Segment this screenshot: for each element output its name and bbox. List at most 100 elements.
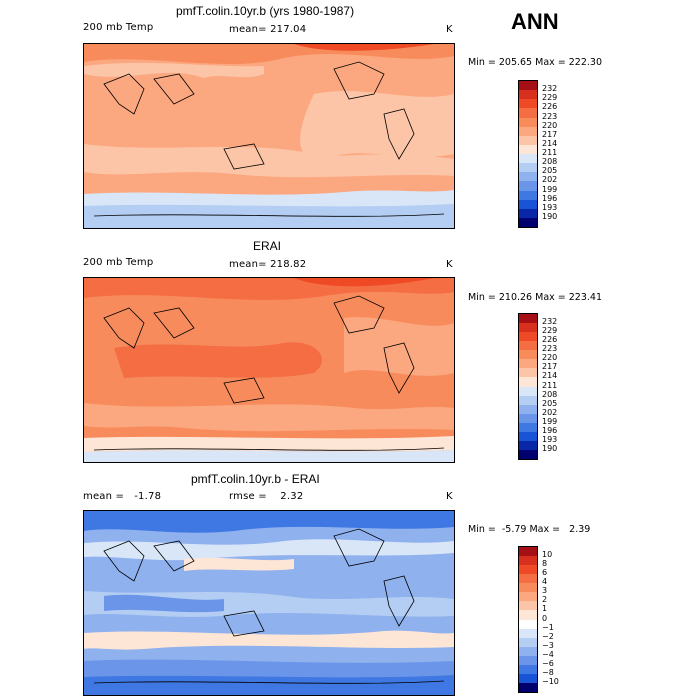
colorbar-level-label: 10 <box>542 550 553 560</box>
panel-1-field <box>84 44 454 228</box>
colorbar-swatch <box>519 556 537 566</box>
colorbar-level-label: 211 <box>542 380 558 390</box>
field-east <box>344 317 454 376</box>
colorbar-level-label: 193 <box>542 434 558 444</box>
field-antarctic <box>84 675 454 695</box>
colorbar-level-label: 199 <box>542 184 558 194</box>
colorbar-level-label: 229 <box>542 326 558 336</box>
colorbar-level-label: 4 <box>542 577 548 587</box>
panel-2-title: ERAI <box>253 239 282 253</box>
colorbar-level-label: 8 <box>542 559 548 569</box>
colorbar-swatch <box>519 144 537 154</box>
colorbar-swatch <box>519 135 537 145</box>
panel-3-map <box>83 510 455 696</box>
panel-3-field <box>84 511 454 695</box>
field-band-s <box>84 630 454 650</box>
panel-2-field <box>84 278 454 462</box>
colorbar-level-label: 214 <box>542 371 558 381</box>
field-cold-t <box>104 594 224 613</box>
colorbar-swatch <box>519 395 537 405</box>
colorbar-level-label: 223 <box>542 111 558 121</box>
colorbar-swatch <box>519 449 537 459</box>
colorbar-swatch <box>519 90 537 100</box>
colorbar-level-label: −4 <box>542 649 554 659</box>
colorbar-swatch <box>519 199 537 209</box>
colorbar-level-label: 232 <box>542 84 558 94</box>
field-band-s <box>84 403 454 432</box>
panel-3-mean: mean = -1.78 <box>83 491 162 502</box>
coastlines <box>93 295 445 451</box>
panel-1-title: pmfT.colin.10yr.b (yrs 1980-1987) <box>176 4 355 18</box>
colorbar-swatch <box>519 341 537 351</box>
colorbar-swatch <box>519 404 537 414</box>
colorbar-level-label: 1 <box>542 604 548 614</box>
coastlines <box>93 528 445 684</box>
colorbar-level-label: 202 <box>542 407 558 417</box>
colorbar-level-label: 232 <box>542 317 558 327</box>
colorbar-swatch <box>519 81 537 91</box>
colorbar-level-label: 226 <box>542 335 558 345</box>
colorbar-level-label: 208 <box>542 157 558 167</box>
colorbar-swatch <box>519 574 537 584</box>
colorbar-swatch <box>519 664 537 674</box>
panel-2-minmax: Min = 210.26 Max = 223.41 <box>468 292 602 303</box>
field-north <box>84 511 454 533</box>
field-arctic <box>294 44 434 51</box>
colorbar-level-label: 214 <box>542 138 558 148</box>
field-arctic <box>294 278 434 287</box>
colorbar-level-label: 199 <box>542 416 558 426</box>
field-south <box>84 436 454 452</box>
field-tropics <box>114 342 323 378</box>
colorbar-level-label: 202 <box>542 175 558 185</box>
panel-3-units: K <box>446 491 453 502</box>
colorbar-swatch <box>519 163 537 173</box>
colorbar-level-label: 220 <box>542 353 558 363</box>
colorbar-swatch <box>519 181 537 191</box>
colorbar-level-label: 6 <box>542 568 548 578</box>
colorbar-swatch <box>519 154 537 164</box>
colorbar-swatch <box>519 592 537 602</box>
colorbar-swatch <box>519 646 537 656</box>
colorbar-swatch <box>519 413 537 423</box>
colorbar-swatch <box>519 108 537 118</box>
panel-2-colorbar <box>518 313 538 460</box>
panel-2-units: K <box>446 259 453 270</box>
panel-1-units: K <box>446 24 453 35</box>
colorbar-level-label: −1 <box>542 622 554 632</box>
colorbar-swatch <box>519 637 537 647</box>
colorbar-swatch <box>519 350 537 360</box>
colorbar-swatch <box>519 117 537 127</box>
colorbar-swatch <box>519 673 537 683</box>
colorbar-level-label: 208 <box>542 389 558 399</box>
field-band-n <box>84 539 454 561</box>
colorbar-swatch <box>519 422 537 432</box>
colorbar-level-label: −10 <box>542 676 559 686</box>
colorbar-level-label: 205 <box>542 398 558 408</box>
colorbar-swatch <box>519 217 537 227</box>
colorbar-level-label: −6 <box>542 658 554 668</box>
panel-3-minmax: Min = -5.79 Max = 2.39 <box>468 524 591 535</box>
panel-2-mean: mean= 218.82 <box>229 259 307 270</box>
field-warm-n <box>184 557 294 571</box>
field-east <box>300 91 454 160</box>
colorbar-swatch <box>519 126 537 136</box>
field-antarctic <box>84 450 454 462</box>
colorbar-swatch <box>519 628 537 638</box>
colorbar-level-label: 193 <box>542 202 558 212</box>
colorbar-level-label: 196 <box>542 425 558 435</box>
season-label: ANN <box>511 9 559 34</box>
colorbar-level-label: 217 <box>542 362 558 372</box>
panel-1-mean: mean= 217.04 <box>229 24 307 35</box>
panel-1-variable: 200 mb Temp <box>83 22 154 33</box>
panel-1-map <box>83 43 455 229</box>
colorbar-level-label: 196 <box>542 193 558 203</box>
field-band-s <box>84 144 454 178</box>
panel-3-title: pmfT.colin.10yr.b - ERAI <box>191 472 320 486</box>
colorbar-level-label: −2 <box>542 631 554 641</box>
colorbar-swatch <box>519 332 537 342</box>
colorbar-swatch <box>519 610 537 620</box>
colorbar-level-label: 205 <box>542 166 558 176</box>
colorbar-swatch <box>519 655 537 665</box>
colorbar-swatch <box>519 619 537 629</box>
panel-3-colorbar <box>518 546 538 693</box>
